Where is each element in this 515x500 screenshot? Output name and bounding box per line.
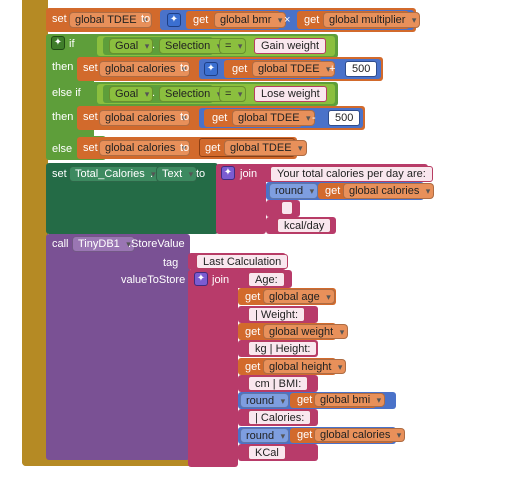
compare-operator-dropdown[interactable]: = bbox=[219, 38, 247, 54]
string-kcal-per-day[interactable]: kcal/day bbox=[277, 218, 332, 233]
string-lose-weight[interactable]: Lose weight bbox=[254, 86, 327, 102]
round-dropdown[interactable]: round bbox=[240, 428, 290, 443]
set-keyword: set bbox=[83, 62, 98, 74]
to-keyword: to bbox=[180, 142, 190, 154]
tag-label: tag bbox=[163, 257, 179, 269]
join-mutator-gear-icon[interactable]: ✦ bbox=[221, 166, 235, 180]
join-variable-dropdown[interactable]: global height bbox=[263, 359, 347, 374]
join-mutator-gear-icon[interactable]: ✦ bbox=[194, 272, 208, 286]
dot: . bbox=[152, 39, 156, 51]
get-keyword: get bbox=[212, 112, 228, 124]
join-variable-dropdown[interactable]: global calories bbox=[314, 428, 406, 442]
property-dropdown-selection[interactable]: Selection bbox=[159, 86, 226, 102]
join-string-item[interactable]: cm | BMI: bbox=[248, 376, 309, 391]
variable-dropdown-calories[interactable]: global calories bbox=[99, 140, 191, 156]
variable-dropdown-calories[interactable]: global calories bbox=[99, 61, 191, 77]
join-keyword: join bbox=[212, 274, 230, 286]
string-last-calculation[interactable]: Last Calculation bbox=[196, 254, 289, 269]
minus-operator: - bbox=[312, 112, 316, 124]
join-keyword: join bbox=[240, 168, 258, 180]
variable-dropdown-bmr[interactable]: global bmr bbox=[214, 12, 287, 28]
get-keyword: get bbox=[325, 185, 341, 197]
variable-dropdown-calories[interactable]: global calories bbox=[343, 183, 435, 199]
multiply-operator: × bbox=[284, 14, 291, 26]
get-keyword: get bbox=[297, 429, 313, 441]
call-keyword: call bbox=[52, 238, 69, 250]
join-block-store[interactable] bbox=[188, 270, 238, 467]
if-mutator-gear-icon[interactable]: ✦ bbox=[51, 36, 65, 50]
dot: . bbox=[150, 168, 154, 180]
to-keyword: to bbox=[180, 111, 190, 123]
number-500[interactable]: 500 bbox=[328, 110, 361, 126]
else-keyword: else bbox=[52, 143, 73, 155]
string-gain-weight[interactable]: Gain weight bbox=[254, 38, 327, 54]
component-dropdown-goal[interactable]: Goal bbox=[109, 38, 154, 54]
get-keyword: get bbox=[232, 63, 248, 75]
variable-dropdown-multiplier[interactable]: global multiplier bbox=[323, 12, 421, 28]
to-keyword: to bbox=[180, 62, 190, 74]
property-dropdown-text[interactable]: Text bbox=[156, 166, 198, 182]
get-keyword: get bbox=[245, 361, 261, 373]
get-keyword: get bbox=[205, 142, 221, 154]
store-value-block[interactable] bbox=[46, 234, 190, 460]
to-keyword: to bbox=[141, 13, 151, 25]
compare-operator-dropdown[interactable]: = bbox=[219, 86, 247, 102]
then-keyword: then bbox=[52, 111, 74, 123]
set-keyword: set bbox=[83, 111, 98, 123]
join-variable-dropdown[interactable]: global bmi bbox=[314, 393, 386, 407]
set-keyword: set bbox=[52, 13, 67, 25]
variable-dropdown-tdee[interactable]: global TDEE bbox=[69, 12, 152, 28]
property-dropdown-selection[interactable]: Selection bbox=[159, 38, 226, 54]
if-keyword: if bbox=[69, 38, 75, 50]
get-keyword: get bbox=[304, 14, 320, 26]
component-dropdown-tinydb[interactable]: TinyDB1 bbox=[72, 236, 135, 252]
round-dropdown[interactable]: round bbox=[240, 393, 290, 408]
mutator-gear-icon[interactable]: ✦ bbox=[167, 13, 181, 27]
to-keyword: to bbox=[196, 168, 206, 180]
dot: . bbox=[152, 87, 156, 99]
variable-dropdown-calories[interactable]: global calories bbox=[99, 110, 191, 126]
component-dropdown-total-calories[interactable]: Total_Calories bbox=[69, 166, 160, 182]
string-space[interactable] bbox=[281, 201, 293, 215]
join-string-item[interactable]: | Calories: bbox=[248, 410, 312, 425]
join-variable-dropdown[interactable]: global weight bbox=[263, 324, 349, 339]
component-dropdown-goal[interactable]: Goal bbox=[109, 86, 154, 102]
join-string-item[interactable]: kg | Height: bbox=[248, 341, 318, 356]
variable-dropdown-tdee[interactable]: global TDEE bbox=[224, 140, 307, 156]
variable-dropdown-tdee[interactable]: global TDEE bbox=[252, 61, 335, 77]
join-string-item[interactable]: | Weight: bbox=[248, 307, 306, 322]
store-value-method: .StoreValue bbox=[128, 238, 185, 250]
get-keyword: get bbox=[193, 14, 209, 26]
get-keyword: get bbox=[245, 326, 261, 338]
procedure-body[interactable] bbox=[22, 0, 48, 466]
get-keyword: get bbox=[245, 291, 261, 303]
variable-dropdown-tdee[interactable]: global TDEE bbox=[232, 110, 315, 126]
number-500[interactable]: 500 bbox=[345, 61, 378, 77]
join-string-item[interactable]: KCal bbox=[248, 445, 286, 460]
set-keyword: set bbox=[52, 168, 67, 180]
get-keyword: get bbox=[297, 394, 313, 406]
else-if-keyword: else if bbox=[52, 87, 81, 99]
plus-operator: + bbox=[329, 63, 336, 75]
add-mutator-gear-icon[interactable]: ✦ bbox=[204, 62, 218, 76]
set-keyword: set bbox=[83, 142, 98, 154]
value-to-store-label: valueToStore bbox=[121, 274, 186, 286]
join-string-item[interactable]: Age: bbox=[248, 272, 285, 287]
round-dropdown[interactable]: round bbox=[269, 183, 319, 199]
string-your-total-calories[interactable]: Your total calories per day are: bbox=[270, 166, 433, 182]
join-variable-dropdown[interactable]: global age bbox=[263, 289, 335, 304]
procedure-footer bbox=[22, 456, 197, 466]
then-keyword: then bbox=[52, 61, 74, 73]
